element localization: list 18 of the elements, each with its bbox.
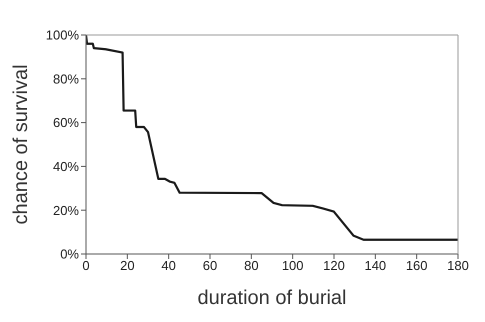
y-tick-label: 80% [52, 71, 80, 86]
y-tick-label: 20% [52, 202, 80, 218]
x-tick-label: 60 [202, 258, 218, 274]
x-tick-label: 100 [282, 258, 304, 274]
x-tick-label: 140 [364, 258, 386, 274]
y-tick-label: 60% [52, 115, 80, 130]
x-tick-label: 0 [82, 258, 90, 274]
x-tick-label: 160 [406, 258, 428, 274]
x-tick-label: 20 [120, 258, 135, 274]
y-tick-label: 0% [60, 246, 80, 262]
y-tick-label: 100% [46, 28, 80, 43]
x-tick-label: 40 [161, 258, 176, 274]
y-axis-title: chance of survival [10, 64, 32, 225]
x-axis-title: duration of burial [198, 287, 346, 309]
y-tick-label: 40% [52, 159, 80, 174]
x-tick-label: 120 [323, 258, 345, 274]
x-tick-label: 80 [244, 258, 259, 274]
x-tick-label: 180 [447, 258, 469, 274]
